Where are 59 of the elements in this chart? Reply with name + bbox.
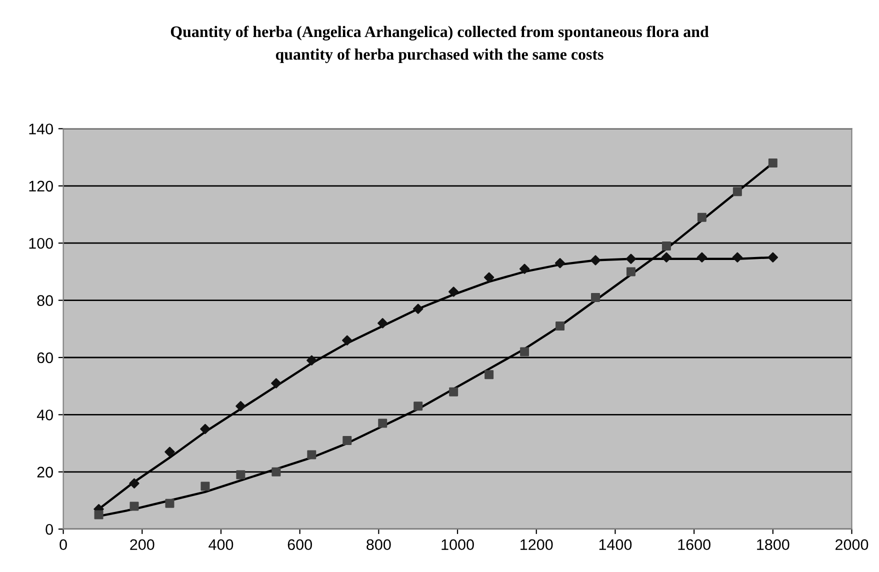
point bbox=[626, 254, 636, 264]
point bbox=[306, 355, 317, 366]
point bbox=[236, 470, 246, 480]
y-tick-label: 40 bbox=[36, 410, 53, 420]
chart-title: Quantity of herba (Angelica Arhangelica) collected from spontaneous flora and quantity of herba purchased with the same costs bbox=[170, 26, 709, 64]
point bbox=[591, 292, 600, 302]
point bbox=[236, 401, 246, 412]
point bbox=[448, 286, 459, 297]
point bbox=[200, 482, 210, 491]
point bbox=[449, 387, 458, 396]
point bbox=[271, 378, 282, 388]
point bbox=[307, 450, 316, 460]
point bbox=[626, 267, 636, 276]
point bbox=[662, 241, 671, 250]
point bbox=[378, 418, 388, 428]
x-tick-label: 600 bbox=[288, 539, 312, 550]
point bbox=[129, 478, 140, 488]
y-tick-label: 20 bbox=[37, 466, 53, 478]
point bbox=[165, 498, 174, 508]
point bbox=[697, 212, 706, 222]
y-tick-label: 120 bbox=[29, 180, 53, 192]
y-tick-label: 60 bbox=[37, 352, 53, 364]
x-tick-label: 200 bbox=[130, 539, 154, 550]
point bbox=[413, 304, 424, 314]
x-tick-label: 1000 bbox=[442, 539, 474, 550]
x-tick-label: 1400 bbox=[599, 539, 632, 550]
point bbox=[130, 502, 139, 511]
point bbox=[484, 272, 494, 283]
point bbox=[342, 335, 352, 346]
point bbox=[520, 347, 530, 356]
point bbox=[768, 158, 778, 168]
point bbox=[414, 402, 423, 411]
y-tick-label: 140 bbox=[29, 124, 53, 134]
point bbox=[696, 252, 708, 262]
point bbox=[590, 255, 601, 266]
point bbox=[519, 264, 530, 274]
y-tick-label: 80 bbox=[37, 295, 53, 306]
x-tick-label: 1800 bbox=[757, 539, 790, 550]
point bbox=[484, 370, 494, 380]
point bbox=[661, 252, 672, 262]
point bbox=[272, 467, 281, 476]
point bbox=[164, 446, 175, 457]
point bbox=[342, 436, 352, 445]
point bbox=[732, 252, 743, 262]
point bbox=[554, 258, 566, 268]
x-tick-label: 1600 bbox=[678, 539, 710, 550]
x-tick-label: 1200 bbox=[520, 539, 553, 550]
point bbox=[378, 318, 388, 328]
x-tick-label: 400 bbox=[208, 539, 234, 550]
point bbox=[200, 424, 210, 434]
point bbox=[768, 252, 778, 262]
y-tick-label: 100 bbox=[29, 238, 53, 249]
y-tick-label: 0 bbox=[46, 524, 53, 535]
point bbox=[732, 187, 742, 196]
point bbox=[556, 322, 565, 331]
x-tick-label: 800 bbox=[366, 539, 391, 550]
x-tick-label: 0 bbox=[60, 539, 67, 550]
x-tick-label: 2000 bbox=[836, 539, 868, 550]
point bbox=[94, 510, 104, 520]
